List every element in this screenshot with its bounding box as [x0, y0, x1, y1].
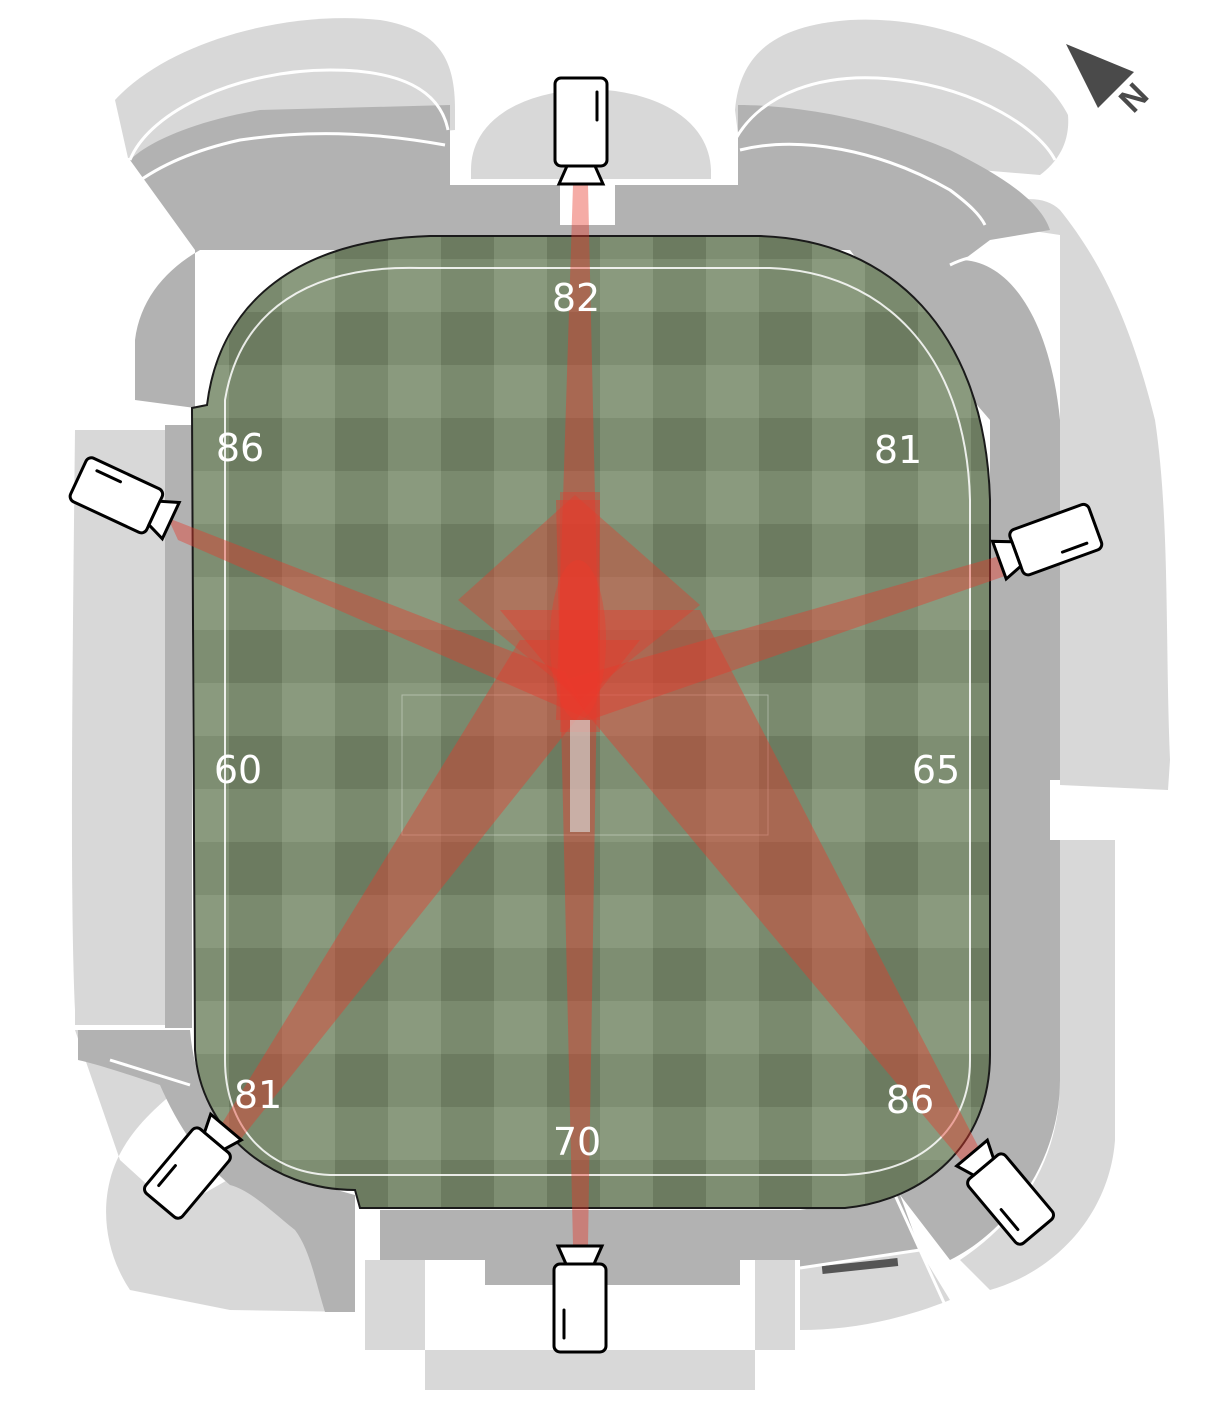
camera-beams: [168, 185, 1008, 1245]
distance-north-west: 86: [216, 426, 264, 470]
cameras: [68, 76, 1104, 1354]
camera-east[interactable]: [990, 502, 1104, 583]
video-camera-icon: [954, 1137, 1056, 1246]
stand-west-outer: [71, 430, 165, 1025]
beam-north: [556, 185, 600, 720]
north-arrow-icon: N: [1066, 44, 1156, 120]
distance-east: 65: [912, 748, 960, 792]
stand-east-outer: [960, 199, 1170, 791]
video-camera-icon: [990, 502, 1104, 582]
video-camera-icon: [68, 456, 182, 542]
field-surface: [190, 235, 991, 1209]
infield-box: [401, 694, 769, 836]
distance-north-east: 81: [874, 428, 922, 472]
home-plate-strip: [570, 720, 590, 832]
beam-south-east: [500, 610, 980, 1165]
distance-south-west: 81: [234, 1073, 282, 1117]
compass: N: [1066, 44, 1156, 120]
playing-field: [190, 235, 991, 1209]
section-dividers: [78, 68, 1060, 1306]
focus-rect: [560, 492, 600, 732]
distance-north: 82: [552, 276, 600, 320]
stand-north-bowl: [130, 105, 1050, 408]
beam-focus-diamond: [458, 495, 700, 700]
distance-south-east: 86: [886, 1078, 934, 1122]
beam-south: [556, 500, 600, 1245]
beam-east: [565, 555, 1008, 720]
distance-south: 70: [553, 1120, 601, 1164]
camera-north[interactable]: [553, 76, 609, 186]
camera-south-east[interactable]: [954, 1137, 1056, 1247]
focus-hotspot: [550, 560, 606, 720]
stand-south-west-outer: [75, 1030, 355, 1312]
camera-south[interactable]: [552, 1244, 608, 1354]
stands: [71, 18, 1170, 1390]
distance-labels: 82 86 81 60 65 81 86 70: [214, 276, 960, 1164]
video-camera-icon: [552, 1244, 608, 1354]
stand-east-bowl: [895, 260, 1060, 1260]
beam-west: [168, 518, 590, 720]
stand-south-outer: [365, 1260, 795, 1390]
camera-south-west[interactable]: [142, 1111, 244, 1221]
stand-east-lower-outer: [960, 840, 1115, 1290]
distance-west: 60: [214, 748, 262, 792]
video-camera-icon: [142, 1111, 244, 1220]
stand-south-east-bowl: [800, 1195, 920, 1268]
dugout-marker: [821, 1258, 899, 1274]
stand-west-bowl: [165, 425, 192, 1028]
beam-south-west: [218, 640, 640, 1140]
warning-track-line: [224, 266, 971, 1176]
video-camera-icon: [553, 76, 609, 186]
camera-west[interactable]: [68, 456, 182, 543]
